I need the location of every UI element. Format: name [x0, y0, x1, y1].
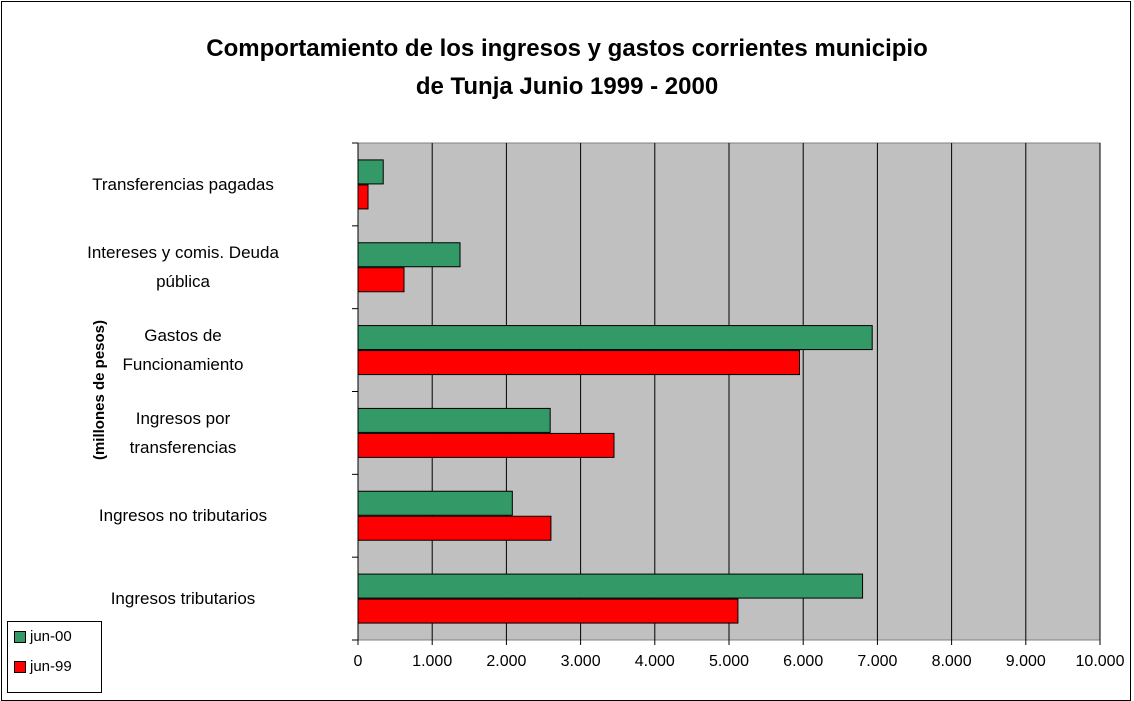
legend: jun-00 jun-99 [7, 621, 102, 693]
y-tick-label: Transferencias pagadas [92, 174, 274, 194]
legend-label: jun-99 [30, 658, 72, 675]
chart-title: Comportamiento de los ingresos y gastos … [206, 35, 928, 100]
bar [357, 159, 384, 185]
y-axis-title: (millones de pesos) [91, 320, 108, 460]
x-tick-label: 9.000 [1006, 653, 1046, 670]
x-tick-label: 7.000 [857, 653, 897, 670]
bar [357, 490, 513, 516]
bar [357, 598, 739, 624]
y-tick-label: Gastos de Funcionamiento [122, 326, 244, 375]
legend-entry: jun-99 [14, 658, 72, 675]
plot: 0 1.000 2.000 3.000 4.000 5.000 6.000 7.000 8.00… [91, 142, 1125, 670]
legend-label: jun-00 [30, 628, 72, 645]
x-tick-label: 6.000 [783, 653, 823, 670]
x-tick-label: 10.000 [1076, 653, 1125, 670]
x-tick-label: 2.000 [486, 653, 526, 670]
bar [357, 432, 615, 458]
legend-swatch [14, 630, 26, 643]
bar [357, 267, 405, 293]
y-tick-label: Ingresos tributarios [110, 589, 256, 609]
x-tick-label: 1.000 [412, 653, 452, 670]
y-tick-label: Ingresos por transferencias [129, 408, 237, 457]
x-tick-label: 5.000 [709, 653, 749, 670]
bar [357, 184, 369, 210]
bar [357, 407, 551, 433]
x-tick-label: 8.000 [932, 653, 972, 670]
bar [357, 242, 461, 268]
bar [357, 350, 800, 376]
bar [357, 515, 552, 541]
bar [357, 325, 873, 351]
legend-entry: jun-00 [14, 628, 72, 645]
y-tick-label: Intereses y comis. Deuda pública [87, 243, 279, 292]
y-tick-label: Ingresos no tributarios [98, 506, 268, 526]
x-tick-label: 3.000 [561, 653, 601, 670]
bar [357, 573, 864, 599]
legend-swatch [14, 660, 26, 673]
x-tick-label: 4.000 [635, 653, 675, 670]
x-tick-label: 0 [354, 653, 363, 670]
